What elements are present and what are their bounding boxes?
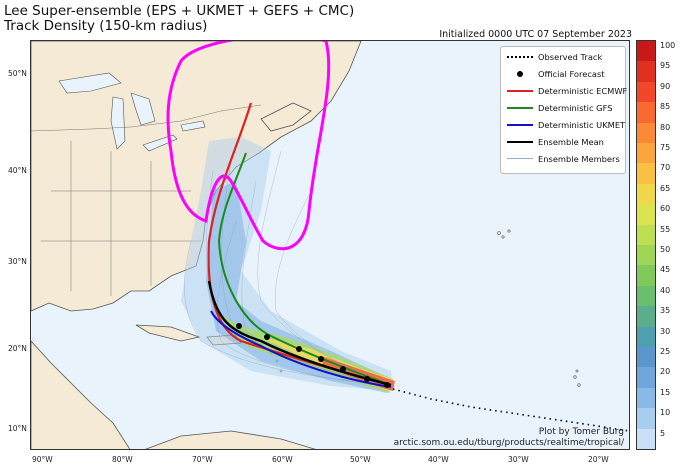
legend-ecmwf: Deterministic ECMWF [507, 84, 627, 97]
colorbar-tick-label: 55 [660, 224, 671, 234]
colorbar-tick-label: 75 [660, 143, 671, 152]
colorbar-tick-label: 30 [660, 326, 671, 336]
colorbar-segment [637, 122, 655, 144]
official-forecast-points [236, 323, 390, 388]
legend-label: Ensemble Mean [538, 136, 604, 147]
lon-tick-40: 40°W [428, 455, 449, 464]
lon-tick-20: 20°W [588, 455, 609, 464]
legend-official-forecast: Official Forecast [507, 67, 605, 80]
colorbar-segment [637, 224, 655, 246]
colorbar-tick-label: 45 [660, 265, 671, 275]
colorbar-tick-label: 85 [660, 102, 671, 112]
nova-scotia-land [260, 102, 312, 132]
legend-label: Observed Track [538, 51, 603, 62]
observed-track [392, 388, 629, 432]
title-line-1: Lee Super-ensemble (EPS + UKMET + GEFS +… [4, 3, 355, 19]
colorbar-segment [637, 387, 655, 409]
lat-tick-10: 10°N [8, 424, 27, 433]
legend: Observed Track Official Forecast Determi… [500, 46, 627, 174]
colorbar-segment [637, 326, 655, 348]
colorbar-segment [637, 347, 655, 368]
colorbar-tick-label: 15 [660, 387, 671, 397]
lon-tick-50: 50°W [350, 455, 371, 464]
colorbar-segment [637, 285, 655, 307]
legend-label: Deterministic UKMET [538, 119, 626, 130]
colorbar-segment [637, 367, 655, 389]
legend-label: Deterministic GFS [538, 102, 613, 113]
south-america-land [145, 430, 316, 449]
ensemble-mean-track [207, 280, 392, 387]
lake-huron [130, 92, 156, 126]
lat-tick-50: 50°N [8, 69, 27, 78]
colorbar-tick-label: 95 [660, 61, 671, 71]
colorbar-tick-label: 40 [660, 285, 671, 295]
colorbar-tick-label: 80 [660, 122, 671, 132]
colorbar-tick-label: 5 [660, 428, 666, 438]
legend-label: Official Forecast [538, 68, 605, 79]
lon-tick-60: 60°W [272, 455, 293, 464]
colorbar-tick-label: 65 [660, 183, 671, 193]
colorbar-segment [637, 306, 655, 328]
colorbar-tick-label: 100 [660, 41, 676, 50]
title-line-2: Track Density (150-km radius) [4, 18, 208, 34]
colorbar-segment [637, 61, 655, 83]
legend-ensemble-mean: Ensemble Mean [507, 135, 604, 148]
colorbar-tick-label: 50 [660, 245, 671, 254]
colorbar-tick-label: 10 [660, 408, 671, 418]
lake-michigan [110, 96, 126, 150]
colorbar-segment [637, 408, 655, 430]
lon-tick-90: 90°W [32, 455, 53, 464]
colorbar-segment [637, 81, 655, 103]
colorbar-segment [637, 428, 655, 450]
legend-label: Deterministic ECMWF [538, 85, 628, 96]
lat-tick-40: 40°N [8, 166, 27, 175]
deterministic-gfs-track [217, 152, 392, 386]
deterministic-ukmet-track [210, 310, 392, 388]
colorbar-tick-label: 70 [660, 163, 671, 173]
colorbar-tick-label: 25 [660, 347, 671, 356]
great-lakes [58, 72, 206, 152]
lake-ontario [180, 120, 206, 132]
legend-gfs: Deterministic GFS [507, 101, 612, 114]
colorbar-tick-label: 90 [660, 81, 671, 91]
legend-ukmet: Deterministic UKMET [507, 118, 625, 131]
colorbar-segment [637, 265, 655, 287]
colorbar-tick-label: 35 [660, 306, 671, 316]
initialized-label: Initialized 0000 UTC 07 September 2023 [439, 29, 632, 40]
legend-ensemble-members: Ensemble Members [507, 152, 620, 165]
colorbar-segment [637, 183, 655, 205]
colorbar-segment [637, 41, 655, 62]
lake-superior [58, 72, 122, 94]
colorbar-tick-label: 20 [660, 367, 671, 377]
colorbar-tick-label: 60 [660, 204, 671, 214]
colorbar-segment [637, 163, 655, 185]
lon-tick-30: 30°W [508, 455, 529, 464]
forecast-dot-icon [517, 70, 523, 77]
lat-tick-30: 30°N [8, 257, 27, 266]
colorbar-segment [637, 102, 655, 124]
hispaniola-land [206, 334, 242, 346]
credit-author: Plot by Tomer Burg [538, 427, 624, 437]
borders [31, 104, 262, 296]
cuba-land [135, 324, 201, 342]
colorbar-segment [637, 204, 655, 226]
chart-title: Lee Super-ensemble (EPS + UKMET + GEFS +… [4, 4, 354, 34]
magenta-annotation [166, 41, 331, 251]
colorbar-segment [637, 245, 655, 266]
central-america-land [31, 340, 131, 449]
lon-tick-70: 70°W [192, 455, 213, 464]
lat-tick-20: 20°N [8, 344, 27, 353]
colorbar [636, 40, 656, 450]
legend-label: Ensemble Members [538, 153, 620, 164]
credit-url: arctic.som.ou.edu/tburg/products/realtim… [393, 438, 624, 448]
colorbar-segment [637, 143, 655, 164]
lon-tick-80: 80°W [112, 455, 133, 464]
small-islands [269, 229, 581, 387]
legend-observed-track: Observed Track [507, 50, 602, 63]
map-svg [31, 41, 629, 449]
